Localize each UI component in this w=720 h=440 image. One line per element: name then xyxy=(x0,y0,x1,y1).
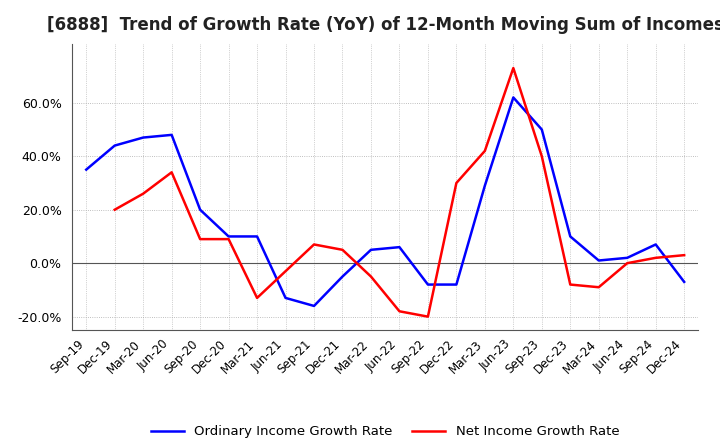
Ordinary Income Growth Rate xyxy=(566,234,575,239)
Net Income Growth Rate xyxy=(253,295,261,301)
Ordinary Income Growth Rate xyxy=(509,95,518,100)
Net Income Growth Rate xyxy=(310,242,318,247)
Ordinary Income Growth Rate xyxy=(395,245,404,250)
Net Income Growth Rate xyxy=(480,148,489,154)
Ordinary Income Growth Rate xyxy=(623,255,631,260)
Ordinary Income Growth Rate xyxy=(423,282,432,287)
Ordinary Income Growth Rate xyxy=(253,234,261,239)
Net Income Growth Rate xyxy=(423,314,432,319)
Ordinary Income Growth Rate xyxy=(310,303,318,308)
Net Income Growth Rate xyxy=(680,253,688,258)
Net Income Growth Rate xyxy=(196,236,204,242)
Net Income Growth Rate xyxy=(225,236,233,242)
Line: Net Income Growth Rate: Net Income Growth Rate xyxy=(114,68,684,317)
Line: Ordinary Income Growth Rate: Ordinary Income Growth Rate xyxy=(86,97,684,306)
Net Income Growth Rate xyxy=(652,255,660,260)
Net Income Growth Rate xyxy=(167,170,176,175)
Net Income Growth Rate xyxy=(282,268,290,274)
Net Income Growth Rate xyxy=(395,308,404,314)
Ordinary Income Growth Rate xyxy=(366,247,375,253)
Ordinary Income Growth Rate xyxy=(338,274,347,279)
Legend: Ordinary Income Growth Rate, Net Income Growth Rate: Ordinary Income Growth Rate, Net Income … xyxy=(145,420,625,440)
Ordinary Income Growth Rate xyxy=(196,207,204,213)
Ordinary Income Growth Rate xyxy=(82,167,91,172)
Ordinary Income Growth Rate xyxy=(652,242,660,247)
Net Income Growth Rate xyxy=(139,191,148,196)
Ordinary Income Growth Rate xyxy=(110,143,119,148)
Net Income Growth Rate xyxy=(537,154,546,159)
Ordinary Income Growth Rate xyxy=(595,258,603,263)
Net Income Growth Rate xyxy=(452,180,461,186)
Net Income Growth Rate xyxy=(338,247,347,253)
Ordinary Income Growth Rate xyxy=(452,282,461,287)
Title: [6888]  Trend of Growth Rate (YoY) of 12-Month Moving Sum of Incomes: [6888] Trend of Growth Rate (YoY) of 12-… xyxy=(47,16,720,34)
Net Income Growth Rate xyxy=(366,274,375,279)
Ordinary Income Growth Rate xyxy=(167,132,176,138)
Net Income Growth Rate xyxy=(566,282,575,287)
Net Income Growth Rate xyxy=(110,207,119,213)
Ordinary Income Growth Rate xyxy=(480,183,489,188)
Ordinary Income Growth Rate xyxy=(225,234,233,239)
Net Income Growth Rate xyxy=(595,285,603,290)
Ordinary Income Growth Rate xyxy=(282,295,290,301)
Ordinary Income Growth Rate xyxy=(537,127,546,132)
Ordinary Income Growth Rate xyxy=(680,279,688,285)
Net Income Growth Rate xyxy=(509,66,518,71)
Net Income Growth Rate xyxy=(623,260,631,266)
Ordinary Income Growth Rate xyxy=(139,135,148,140)
